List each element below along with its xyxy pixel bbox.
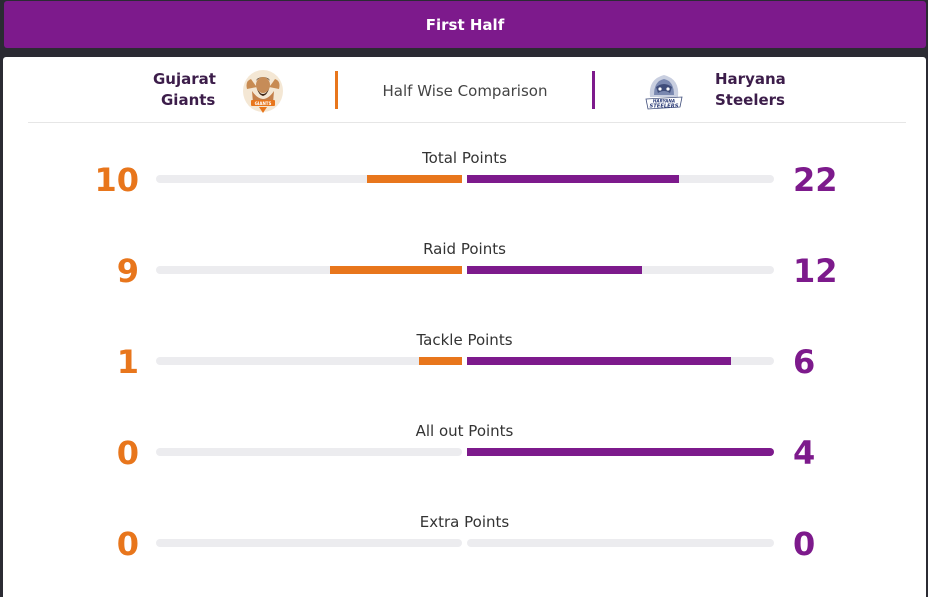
right-team-name: Haryana Steelers [715, 70, 786, 109]
tab-label: First Half [425, 15, 505, 34]
right-divider [592, 71, 595, 109]
stat-label: All out Points [415, 422, 514, 440]
stat-row: Extra Points 0 0 [3, 513, 926, 573]
right-track [467, 175, 774, 183]
right-team-score: 22 [793, 161, 838, 199]
left-divider [335, 71, 338, 109]
comparison-title: Half Wise Comparison [382, 82, 548, 100]
stat-label: Tackle Points [416, 331, 513, 349]
right-bar [467, 175, 679, 183]
left-track [156, 539, 462, 547]
stat-row: All out Points 0 4 [3, 422, 926, 482]
left-bar [367, 175, 462, 183]
left-team-score: 9 [116, 252, 139, 290]
right-bar [467, 266, 642, 274]
header-divider-line [28, 122, 906, 123]
stat-label: Raid Points [423, 240, 506, 258]
svg-text:STEELERS: STEELERS [650, 104, 679, 110]
left-bar [419, 357, 462, 365]
left-team-score: 0 [116, 434, 139, 472]
right-bar [467, 448, 774, 456]
haryana-steelers-logo-icon: HARYANA STEELERS [645, 75, 683, 110]
right-team-score: 4 [793, 434, 816, 472]
left-team-score: 1 [116, 343, 139, 381]
left-track [156, 357, 462, 365]
first-half-tab[interactable]: First Half [4, 1, 926, 48]
left-track [156, 175, 462, 183]
stat-label: Extra Points [419, 513, 510, 531]
stat-row: Tackle Points 1 6 [3, 331, 926, 391]
svg-text:HARYANA: HARYANA [653, 99, 675, 104]
right-track [467, 448, 774, 456]
left-track [156, 266, 462, 274]
right-track [467, 539, 774, 547]
right-bar [467, 357, 732, 365]
left-bar [330, 266, 462, 274]
left-team-name: Gujarat Giants [153, 70, 216, 109]
stat-row: Total Points 10 22 [3, 149, 926, 209]
right-team-score: 6 [793, 343, 816, 381]
right-team-score: 12 [793, 252, 838, 290]
left-team-score: 0 [116, 525, 139, 563]
right-track [467, 357, 774, 365]
stat-row: Raid Points 9 12 [3, 240, 926, 300]
svg-text:GIANTS: GIANTS [255, 101, 272, 106]
right-team-score: 0 [793, 525, 816, 563]
left-track [156, 448, 462, 456]
stat-label: Total Points [422, 149, 507, 167]
gujarat-giants-logo-icon: GIANTS [243, 70, 283, 113]
left-team-score: 10 [94, 161, 139, 199]
comparison-card: Gujarat Giants GIANTS Half Wise Comparis… [3, 57, 926, 597]
right-track [467, 266, 774, 274]
